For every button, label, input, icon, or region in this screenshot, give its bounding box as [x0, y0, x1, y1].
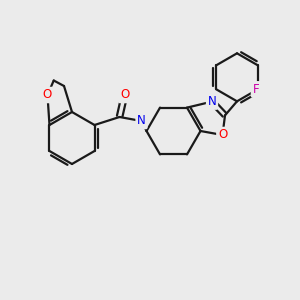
Text: N: N	[137, 115, 146, 128]
Text: O: O	[218, 128, 227, 142]
Text: O: O	[43, 88, 52, 101]
Text: F: F	[253, 83, 259, 96]
Text: O: O	[120, 88, 129, 101]
Text: N: N	[208, 95, 216, 108]
